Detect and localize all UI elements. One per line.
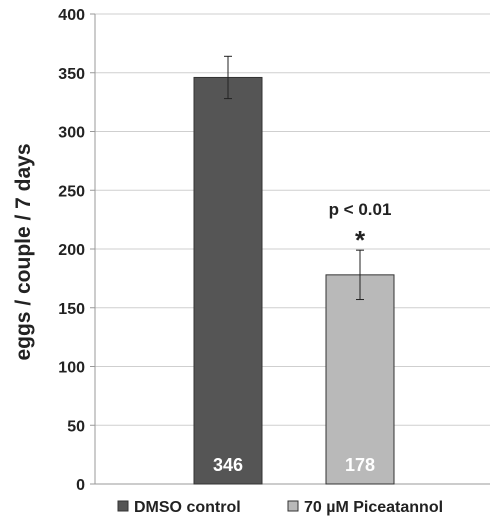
legend-swatch-2: [287, 500, 299, 512]
y-tick-label: 350: [58, 66, 85, 83]
bar-value-label-1: 346: [213, 455, 243, 475]
y-tick-label: 250: [58, 183, 85, 200]
bar-value-label-2: 178: [345, 455, 375, 475]
bar-1: [193, 76, 263, 485]
legend: DMSO control 70 µM Piceatannol: [117, 499, 443, 516]
y-tick-label: 0: [76, 477, 85, 494]
legend-label-2: 70 µM Piceatannol: [304, 499, 443, 516]
bar-value-labels: 346 178: [213, 455, 375, 475]
y-tick-label: 300: [58, 125, 85, 142]
bars: [193, 76, 395, 485]
error-bars: [224, 55, 364, 301]
y-tick-label: 150: [58, 301, 85, 318]
legend-swatch-1: [117, 500, 129, 512]
significance-star: *: [355, 225, 366, 255]
significance-p-value: p < 0.01: [329, 200, 392, 219]
y-tick-label: 100: [58, 360, 85, 377]
gridlines: [95, 13, 490, 426]
y-axis-label: eggs / couple / 7 days: [12, 143, 35, 360]
bar-2: [325, 274, 395, 485]
y-tick-label: 400: [58, 7, 85, 24]
legend-label-1: DMSO control: [134, 499, 241, 516]
y-tick-label: 50: [67, 418, 85, 435]
y-tick-label: 200: [58, 242, 85, 259]
y-axis-ticks: 0 50 100 150 200 250 300 350 400: [58, 7, 95, 494]
